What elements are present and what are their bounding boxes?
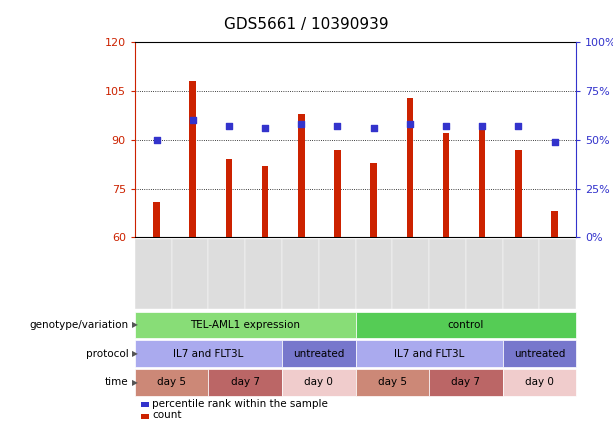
Point [224,123,234,129]
Point [405,121,415,128]
Bar [443,133,449,237]
Text: day 5: day 5 [157,377,186,387]
Text: day 0: day 0 [304,377,333,387]
Text: IL7 and FLT3L: IL7 and FLT3L [173,349,243,359]
Point [514,123,524,129]
Text: day 5: day 5 [378,377,407,387]
Text: day 7: day 7 [451,377,481,387]
Text: protocol: protocol [86,349,129,359]
Text: ▶: ▶ [132,378,138,387]
Bar [370,162,377,237]
Text: untreated: untreated [514,349,565,359]
Bar [334,150,341,237]
Point [478,123,487,129]
Text: time: time [105,377,129,387]
Point [332,123,342,129]
Point [441,123,451,129]
Text: genotype/variation: genotype/variation [29,320,129,330]
Text: percentile rank within the sample: percentile rank within the sample [152,398,328,409]
Bar [153,201,160,237]
Bar [226,159,232,237]
Bar [406,98,413,237]
Point [369,125,379,132]
Bar [262,166,268,237]
Text: day 7: day 7 [230,377,260,387]
Text: TEL-AML1 expression: TEL-AML1 expression [190,320,300,330]
Point [151,137,161,143]
Point [296,121,306,128]
Text: control: control [447,320,484,330]
Bar [515,150,522,237]
Point [550,138,560,145]
Text: count: count [152,410,181,420]
Bar [551,212,558,237]
Text: IL7 and FLT3L: IL7 and FLT3L [394,349,464,359]
Text: GDS5661 / 10390939: GDS5661 / 10390939 [224,17,389,32]
Point [188,117,197,124]
Text: untreated: untreated [293,349,345,359]
Text: day 0: day 0 [525,377,554,387]
Bar [479,130,485,237]
Bar [189,81,196,237]
Text: ▶: ▶ [132,320,138,329]
Point [260,125,270,132]
Text: ▶: ▶ [132,349,138,358]
Bar [298,114,305,237]
